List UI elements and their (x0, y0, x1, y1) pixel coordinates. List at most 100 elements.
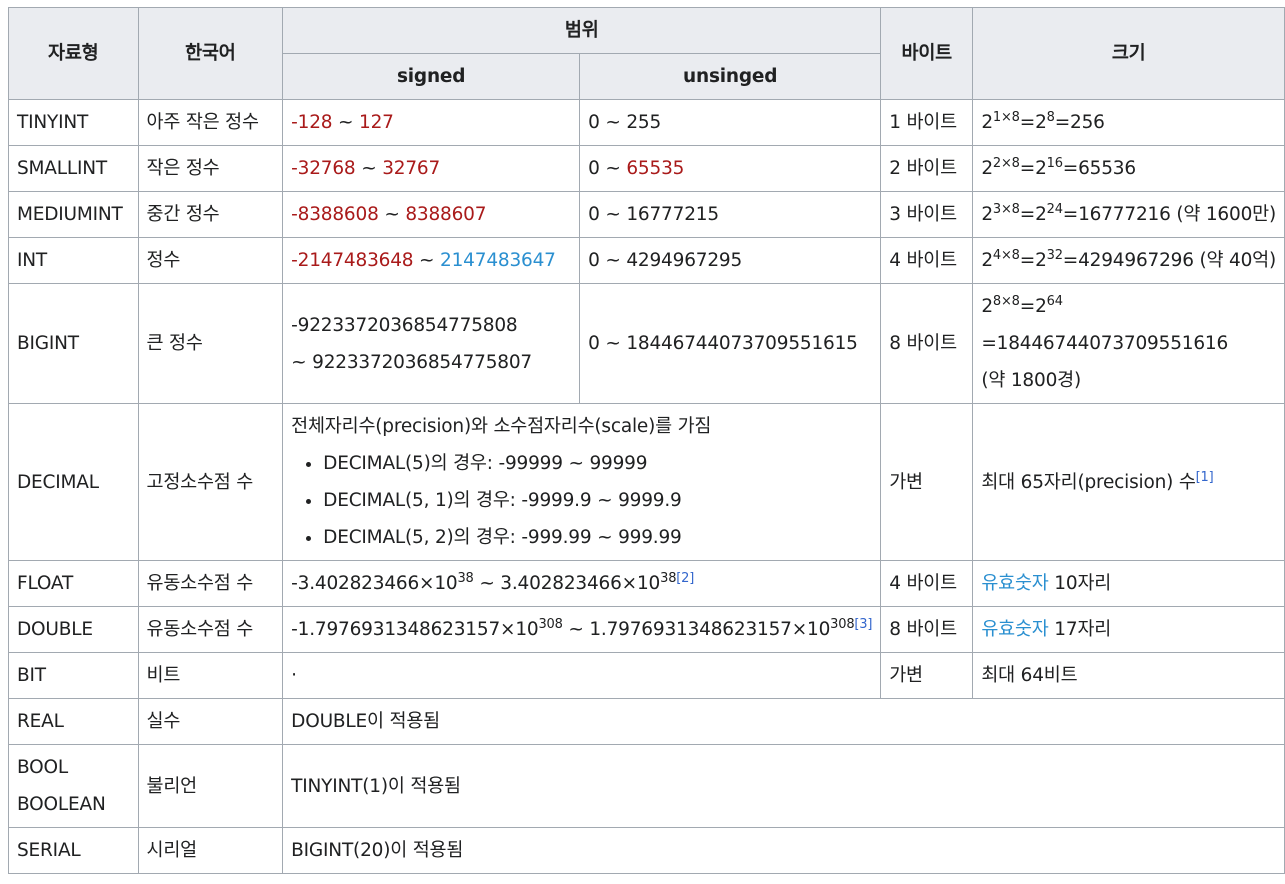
size-exp: 2×8 (992, 155, 1020, 171)
list-item: DECIMAL(5, 1)의 경우: -9999.9 ~ 9999.9 (323, 482, 872, 519)
size-value: 17자리 (1048, 619, 1112, 640)
signed-min: -8388608 (291, 204, 379, 225)
signed-max: 32767 (382, 158, 441, 179)
range-exp: 38 (457, 570, 474, 586)
size-base: 2 (981, 296, 993, 317)
size-base: 2 (981, 112, 993, 133)
size-cell: 24×8=232=4294967296 (약 40억) (972, 237, 1285, 284)
size-value: 10자리 (1048, 573, 1112, 594)
size-cell: 21×8=28=256 (972, 99, 1285, 146)
range-cell: · (282, 652, 882, 699)
significant-digits-link[interactable]: 유효숫자 (981, 619, 1049, 640)
footnote-link[interactable]: [1] (1195, 469, 1214, 485)
size-note: (약 1800경) (981, 370, 1081, 391)
korean-cell: 정수 (137, 237, 284, 284)
bytes-cell: 8 바이트 (880, 283, 974, 404)
size-cell: 23×8=224=16777216 (약 1600만) (972, 191, 1285, 238)
type-cell: BIT (8, 652, 139, 699)
significant-digits-link[interactable]: 유효숫자 (981, 573, 1049, 594)
type-cell: FLOAT (8, 560, 139, 607)
size-cell: 유효숫자 10자리 (972, 560, 1285, 607)
tilde: ~ (361, 158, 377, 179)
size-exp: 64 (1046, 293, 1063, 309)
signed-cell: -128 ~ 127 (282, 99, 581, 146)
bytes-cell: 4 바이트 (880, 560, 974, 607)
bytes-cell: 1 바이트 (880, 99, 974, 146)
bytes-cell: 2 바이트 (880, 145, 974, 192)
table-row: FLOAT 유동소수점 수 -3.402823466×1038 ~ 3.4028… (8, 560, 1285, 607)
size-cell: 최대 64비트 (972, 652, 1285, 699)
size-exp: 8 (1046, 109, 1055, 125)
type-cell: BOOL BOOLEAN (8, 744, 139, 828)
header-size: 크기 (972, 7, 1285, 100)
footnote-link[interactable]: [3] (854, 616, 873, 632)
signed-max: 2147483647 (440, 250, 556, 271)
decimal-intro: 전체자리수(precision)와 소수점자리수(scale)를 가짐 (291, 416, 712, 437)
signed-max: ~ 9223372036854775807 (291, 351, 532, 373)
bytes-cell: 3 바이트 (880, 191, 974, 238)
header-unsigned: unsinged (579, 53, 882, 100)
range-cell: 전체자리수(precision)와 소수점자리수(scale)를 가짐 DECI… (282, 403, 882, 561)
size-exp: 24 (1046, 201, 1063, 217)
signed-min: -128 (291, 112, 333, 133)
tilde: ~ (338, 112, 354, 133)
signed-cell: -9223372036854775808 ~ 922337203685477580… (282, 283, 581, 404)
size-mid: =2 (1019, 112, 1047, 133)
size-value: =4294967296 (약 40억) (1062, 250, 1276, 271)
size-mid: =2 (1019, 296, 1047, 317)
size-value: =18446744073709551616 (981, 333, 1229, 354)
size-cell: 28×8=264 =18446744073709551616 (약 1800경) (972, 283, 1285, 404)
korean-cell: 아주 작은 정수 (137, 99, 284, 146)
size-cell: 22×8=216=65536 (972, 145, 1285, 192)
range-exp: 308 (830, 616, 855, 632)
list-item: DECIMAL(5)의 경우: -99999 ~ 99999 (323, 445, 872, 482)
size-base: 2 (981, 204, 993, 225)
size-cell: 유효숫자 17자리 (972, 606, 1285, 653)
korean-cell: 비트 (137, 652, 284, 699)
header-korean: 한국어 (137, 7, 284, 100)
header-range: 범위 (282, 7, 882, 54)
footnote-link[interactable]: [2] (676, 570, 695, 586)
size-mid: =2 (1019, 158, 1047, 179)
type-cell: MEDIUMINT (8, 191, 139, 238)
table-row: REAL 실수 DOUBLE이 적용됨 (8, 698, 1285, 745)
range-min: -1.7976931348623157×10 (291, 619, 539, 640)
note-cell: TINYINT(1)이 적용됨 (282, 744, 1285, 828)
range-max: ~ 3.402823466×10 (473, 573, 661, 594)
size-value: =16777216 (약 1600만) (1062, 204, 1276, 225)
size-exp: 8×8 (992, 293, 1020, 309)
table-row: BOOL BOOLEAN 불리언 TINYINT(1)이 적용됨 (8, 744, 1285, 828)
bytes-cell: 가변 (880, 403, 974, 561)
size-exp: 32 (1046, 247, 1063, 263)
header-signed: signed (282, 53, 581, 100)
korean-cell: 시리얼 (137, 827, 284, 874)
type-cell: REAL (8, 698, 139, 745)
table-row: DOUBLE 유동소수점 수 -1.7976931348623157×10308… (8, 606, 1285, 653)
table-row: SERIAL 시리얼 BIGINT(20)이 적용됨 (8, 827, 1285, 874)
unsigned-min: 0 ~ (588, 158, 621, 179)
korean-cell: 불리언 (137, 744, 284, 828)
size-base: 2 (981, 250, 993, 271)
size-mid: =2 (1019, 204, 1047, 225)
note-cell: DOUBLE이 적용됨 (282, 698, 1285, 745)
table-row: BIGINT 큰 정수 -9223372036854775808 ~ 922337… (8, 283, 1285, 404)
size-exp: 3×8 (992, 201, 1020, 217)
signed-max: 8388607 (405, 204, 487, 225)
signed-cell: -2147483648 ~ 2147483647 (282, 237, 581, 284)
signed-min: -2147483648 (291, 250, 414, 271)
type-cell: SMALLINT (8, 145, 139, 192)
unsigned-cell: 0 ~ 16777215 (579, 191, 882, 238)
unsigned-max: 65535 (626, 158, 685, 179)
size-value: =65536 (1062, 158, 1136, 179)
signed-min: -9223372036854775808 (291, 314, 518, 336)
size-cell: 최대 65자리(precision) 수[1] (972, 403, 1285, 561)
range-min: -3.402823466×10 (291, 573, 458, 594)
signed-cell: -32768 ~ 32767 (282, 145, 581, 192)
korean-cell: 큰 정수 (137, 283, 284, 404)
bytes-cell: 가변 (880, 652, 974, 699)
korean-cell: 유동소수점 수 (137, 606, 284, 653)
table-row: SMALLINT 작은 정수 -32768 ~ 32767 0 ~ 65535 … (8, 145, 1285, 192)
signed-min: -32768 (291, 158, 356, 179)
table-row: INT 정수 -2147483648 ~ 2147483647 0 ~ 4294… (8, 237, 1285, 284)
size-mid: =2 (1019, 250, 1047, 271)
